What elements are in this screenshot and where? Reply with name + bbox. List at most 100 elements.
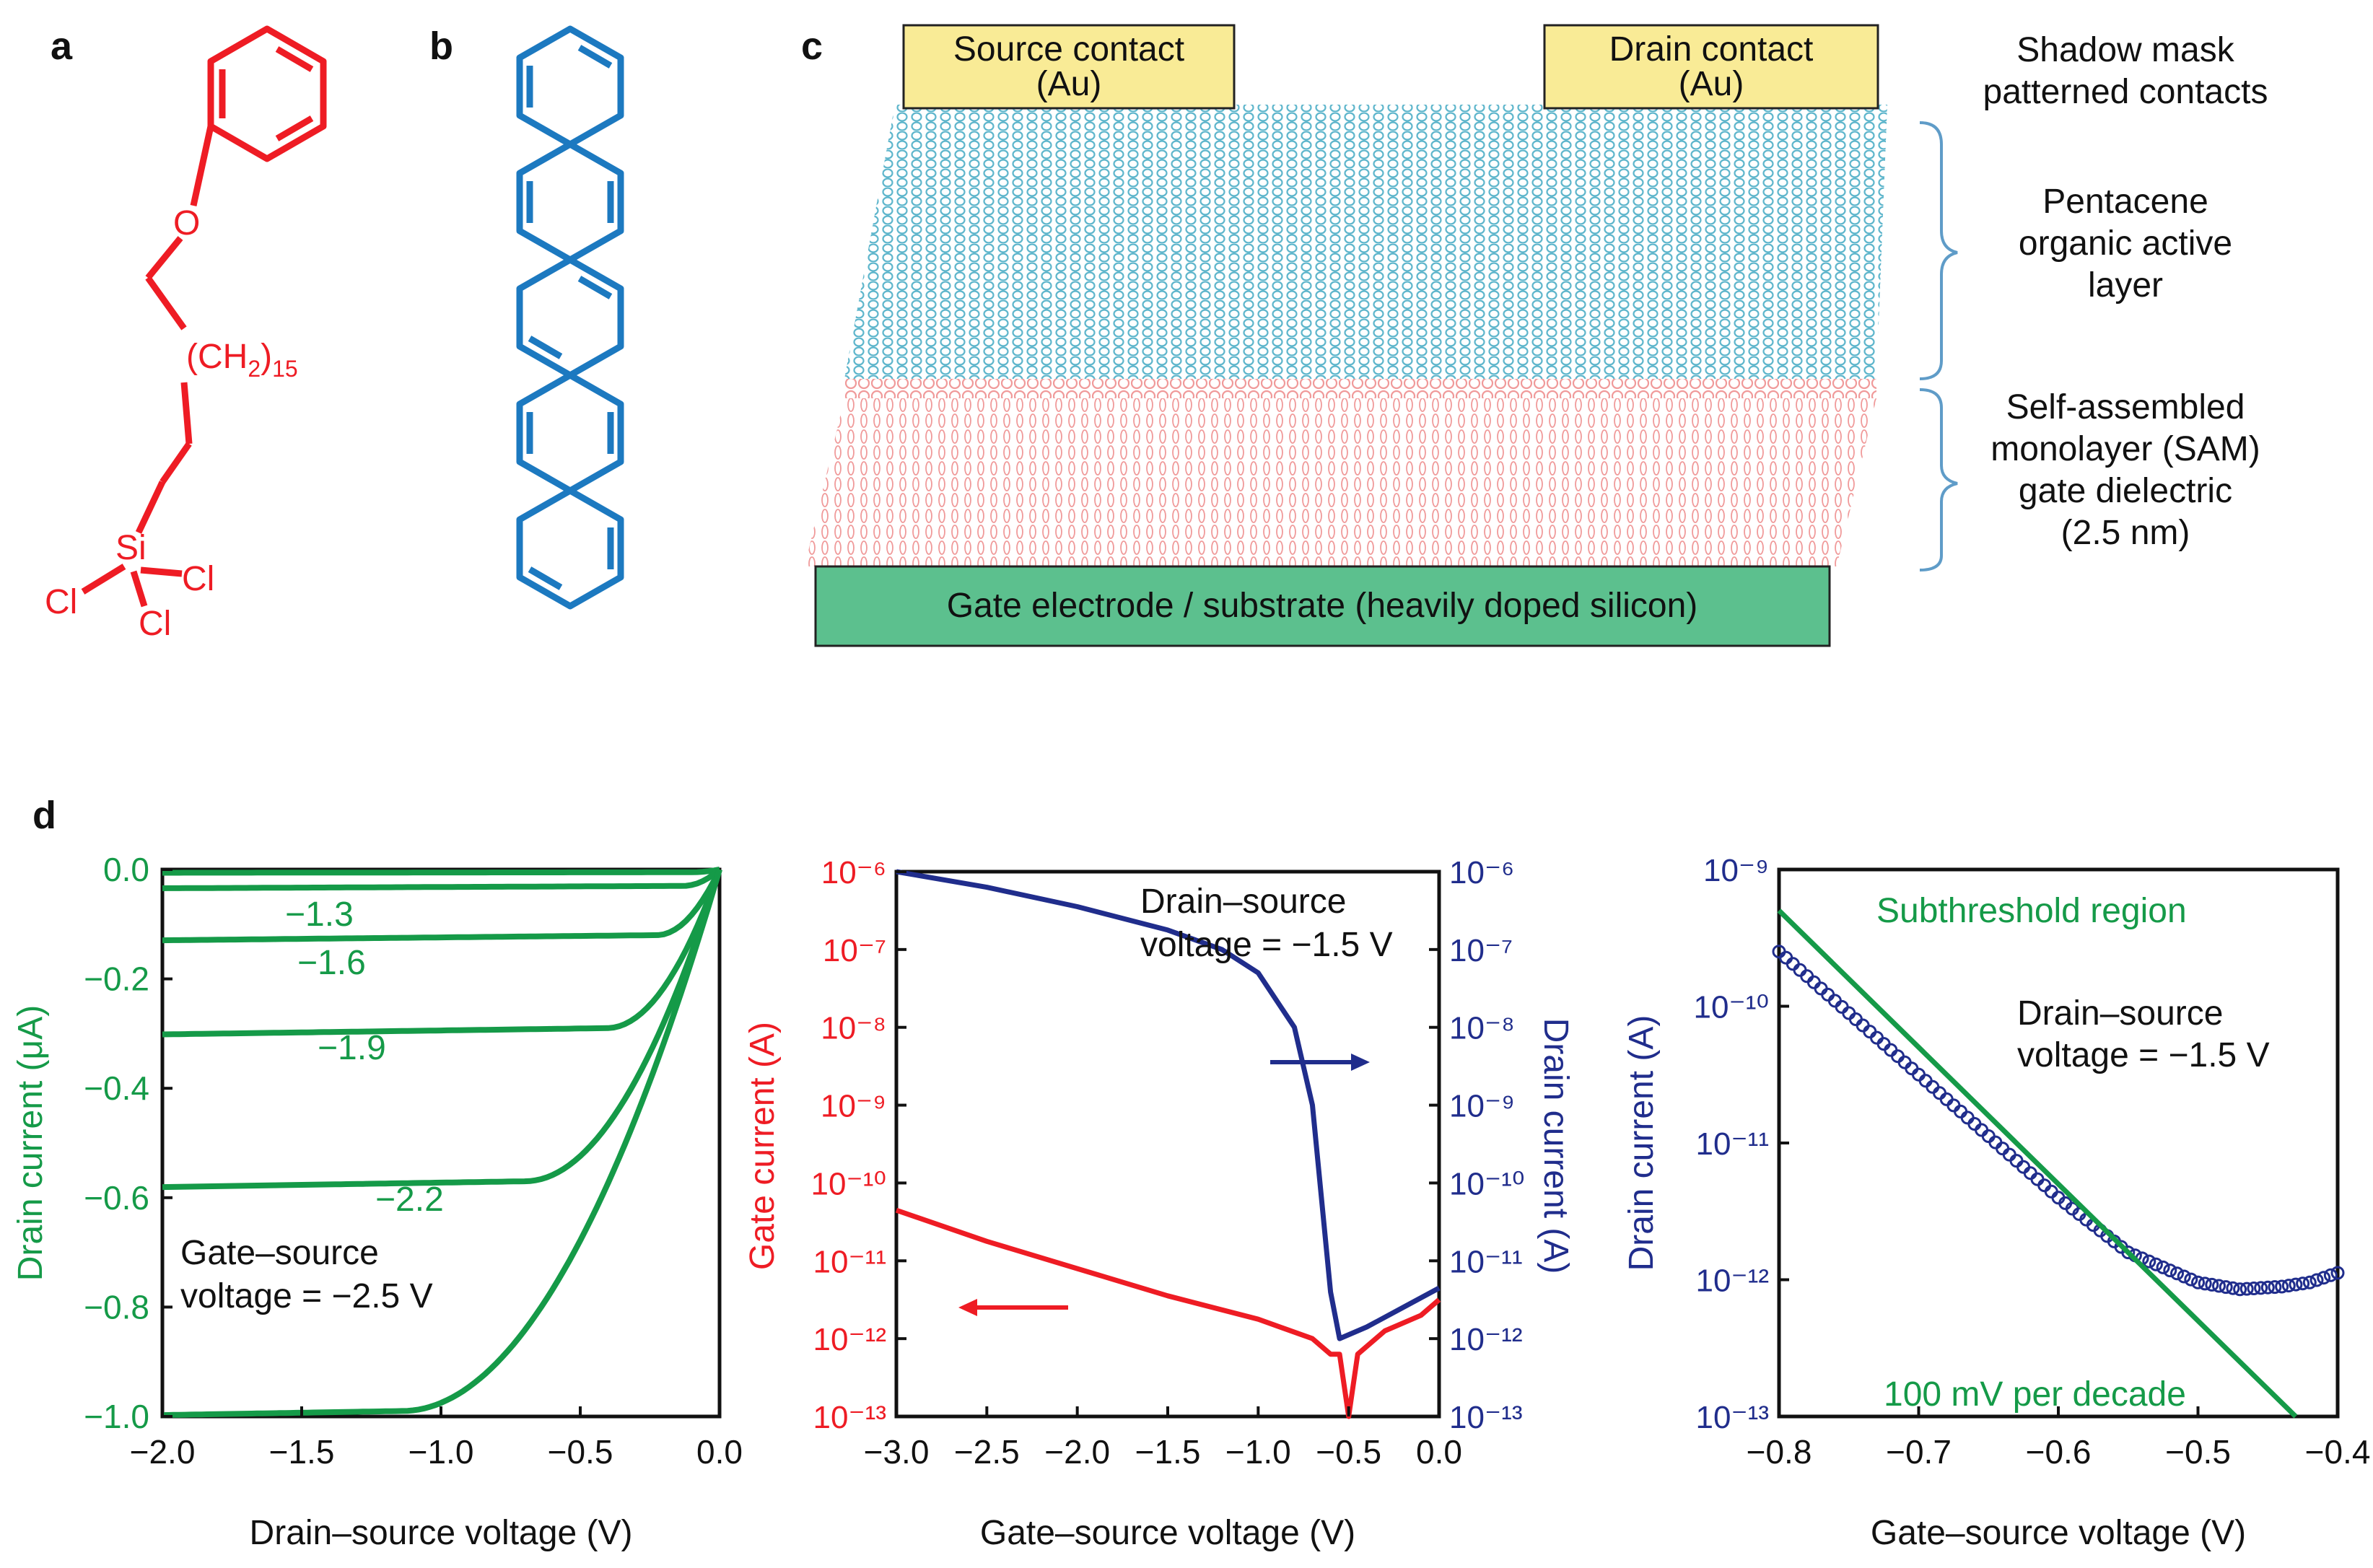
- chart2-ylabel-left: Gate current (A): [743, 1022, 782, 1270]
- chart3-xtick-label: −0.4: [2305, 1433, 2371, 1471]
- molecule-a: [81, 25, 327, 608]
- chart2-ytick-label-right: 10⁻¹¹: [1449, 1244, 1522, 1279]
- chart3-xlabel: Gate–source voltage (V): [1871, 1514, 2246, 1552]
- chart1-curves: [162, 867, 722, 1419]
- subthreshold-point: [2198, 1276, 2212, 1291]
- chart2-ytick-label-left: 10⁻⁶: [821, 855, 886, 890]
- chart3-curves: [1772, 908, 2345, 1419]
- transfer-drain-current: [896, 869, 1441, 1341]
- source-contact-line2: (Au): [1036, 65, 1102, 103]
- oxygen-atom: O: [173, 204, 200, 242]
- chart1-ytick-label: −1.0: [84, 1398, 149, 1435]
- subthreshold-point: [2323, 1268, 2338, 1282]
- subthreshold-point: [2163, 1263, 2177, 1278]
- chart-transfer: −3.0 −2.5 −2.0 −1.5 −1.0 −0.5 0.0 10⁻⁶ 10⁻⁶ 10⁻⁷ 1…: [743, 855, 1575, 1552]
- chain-sub-2: 2: [248, 356, 261, 382]
- chart3-annotation-2: voltage = −1.5 V: [2017, 1036, 2270, 1074]
- output-curve-4: [162, 868, 722, 1191]
- curve-label-1.3: −1.3: [285, 895, 354, 934]
- chart1-xtick-label: −0.5: [548, 1433, 613, 1471]
- chart1-ytick-label: −0.6: [84, 1179, 149, 1217]
- subthreshold-point: [2121, 1245, 2136, 1260]
- sam-label-1: Self-assembled: [2006, 388, 2245, 426]
- pentacene-label-2: organic active: [2019, 224, 2232, 263]
- chart1-annotation-2: voltage = −2.5 V: [180, 1277, 433, 1315]
- pentacene-label-3: layer: [2088, 266, 2163, 305]
- left-arrow: [958, 1299, 1068, 1316]
- subthreshold-point: [2239, 1282, 2254, 1296]
- chart2-annotation-2: voltage = −1.5 V: [1140, 926, 1393, 964]
- drain-contact-line2: (Au): [1679, 65, 1744, 103]
- chart3-xtick-label: −0.8: [1747, 1433, 1812, 1471]
- output-curve-3: [162, 868, 722, 1038]
- sam-label-3: gate dielectric: [2019, 472, 2232, 510]
- chain-open: (CH: [186, 338, 248, 376]
- chart1-xlabel: Drain–source voltage (V): [250, 1514, 633, 1552]
- chart-subthreshold: −0.8 −0.7 −0.6 −0.5 −0.4 10⁻⁹ 10⁻¹⁰ 10⁻¹¹ 10⁻¹² 1…: [1622, 853, 2370, 1552]
- subthreshold-point: [2226, 1281, 2240, 1295]
- chart2-annotation-1: Drain–source: [1140, 882, 1346, 921]
- subthreshold-point: [2233, 1282, 2247, 1297]
- chart1-ylabel: Drain current (μA): [12, 1005, 50, 1281]
- chart2-ytick-label-left: 10⁻¹¹: [813, 1244, 886, 1279]
- chlorine-atom-bottom: Cl: [139, 605, 171, 643]
- subthreshold-point: [2302, 1275, 2317, 1289]
- subthreshold-point: [2142, 1254, 2156, 1269]
- pentacene-brace: [1919, 121, 1958, 380]
- panel-label-d: d: [32, 794, 56, 837]
- sam-layer: [805, 398, 1876, 566]
- panel-label-b: b: [429, 25, 453, 68]
- chart2-xtick-label: −3.0: [864, 1433, 930, 1471]
- chart2-ytick-label-left: 10⁻¹³: [813, 1400, 886, 1435]
- chart1-ytick-label: −0.4: [84, 1069, 149, 1107]
- subthreshold-point: [2309, 1273, 2324, 1287]
- chart2-xtick-label: −2.5: [954, 1433, 1020, 1471]
- chart3-annotation-1: Drain–source: [2017, 994, 2223, 1033]
- panel-label-a: a: [51, 25, 73, 68]
- molecule-b: [516, 25, 624, 610]
- subthreshold-point: [2268, 1280, 2282, 1295]
- sam-label-4: (2.5 nm): [2061, 514, 2190, 552]
- phenyl-ring: [207, 25, 327, 162]
- chart2-ytick-label-right: 10⁻¹⁰: [1449, 1166, 1524, 1201]
- substrate-block: [814, 565, 1831, 647]
- panel-label-c: c: [801, 25, 823, 68]
- subthreshold-point: [2184, 1272, 2198, 1287]
- device-schematic: Source contact (Au) Drain contact (Au) G…: [805, 24, 2268, 647]
- chart3-ytick-label: 10⁻¹¹: [1696, 1126, 1769, 1162]
- subthreshold-point: [2177, 1269, 2191, 1284]
- chart3-ytick-label: 10⁻¹⁰: [1694, 990, 1769, 1025]
- chlorine-atom-left: Cl: [45, 583, 77, 621]
- chart3-axes: −0.8 −0.7 −0.6 −0.5 −0.4 10⁻⁹ 10⁻¹⁰ 10⁻¹¹ 10⁻¹² 1…: [1694, 853, 2371, 1471]
- chart2-ytick-label-right: 10⁻⁷: [1449, 933, 1513, 968]
- chart2-ytick-label-left: 10⁻¹⁰: [811, 1166, 886, 1201]
- chart1-axes: −2.0 −1.5 −1.0 −0.5 0.0 0.0 −0.2 −0.4 −0.6 −0.8 −1…: [84, 851, 743, 1471]
- chain-sub-15: 15: [272, 356, 298, 382]
- fit-label-top: Subthreshold region: [1876, 892, 2187, 930]
- chart2-curves: [895, 869, 1441, 1419]
- transfer-gate-current: [895, 1207, 1441, 1419]
- subthreshold-point: [2260, 1280, 2275, 1295]
- source-contact: [902, 24, 1236, 110]
- pentacene-layer: [844, 105, 1887, 379]
- substrate-label: Gate electrode / substrate (heavily dope…: [947, 587, 1698, 625]
- chart1-frame: [160, 867, 722, 1419]
- subthreshold-point: [2191, 1275, 2205, 1289]
- contacts-label-2: patterned contacts: [1983, 73, 2268, 111]
- fit-label-bottom: 100 mV per decade: [1884, 1375, 2186, 1414]
- sam-head-row: [844, 379, 1876, 398]
- curve-label-2.2: −2.2: [375, 1181, 444, 1219]
- chart2-xtick-label: −2.0: [1044, 1433, 1110, 1471]
- chart2-ytick-label-left: 10⁻⁸: [821, 1011, 886, 1046]
- drain-contact-line1: Drain contact: [1609, 30, 1814, 69]
- source-contact-line1: Source contact: [953, 30, 1184, 69]
- chain-close: ): [261, 338, 272, 376]
- subthreshold-point: [2219, 1280, 2233, 1295]
- output-curve-0: [162, 867, 720, 876]
- chart1-annotation-1: Gate–source: [180, 1234, 379, 1272]
- chart2-xtick-label: −1.0: [1225, 1433, 1291, 1471]
- chart3-ytick-label: 10⁻¹³: [1696, 1400, 1769, 1435]
- chart3-ytick-label: 10⁻¹²: [1696, 1263, 1769, 1299]
- chart2-ytick-label-right: 10⁻¹²: [1449, 1322, 1522, 1357]
